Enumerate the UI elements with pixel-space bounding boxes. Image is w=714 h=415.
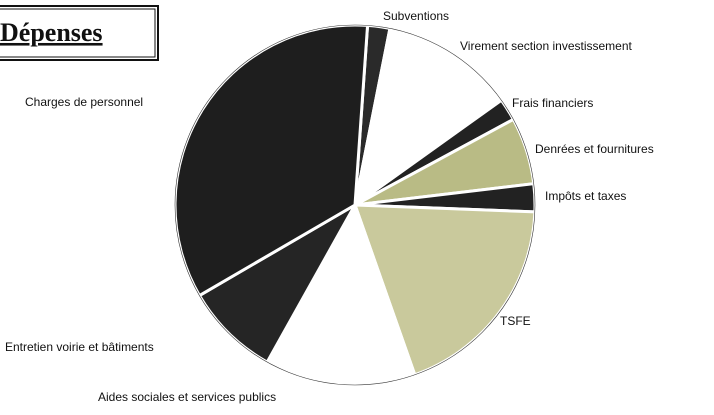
- title-box: [0, 5, 159, 61]
- slice-label: Frais financiers: [512, 96, 593, 110]
- pie-outline: [174, 24, 536, 386]
- slice-label: Aides sociales et services publics: [98, 390, 276, 404]
- slice-label: Entretien voirie et bâtiments: [5, 340, 154, 354]
- chart-title: Dépenses: [0, 18, 103, 47]
- title-box-inner: [0, 8, 156, 58]
- slice-label: TSFE: [500, 314, 531, 328]
- slice-label: Impôts et taxes: [545, 189, 626, 203]
- slice-label: Virement section investissement: [460, 39, 633, 53]
- slice-label: Charges de personnel: [25, 95, 143, 109]
- slice-label: Denrées et fournitures: [535, 142, 654, 156]
- slice-label: Subventions: [383, 9, 449, 23]
